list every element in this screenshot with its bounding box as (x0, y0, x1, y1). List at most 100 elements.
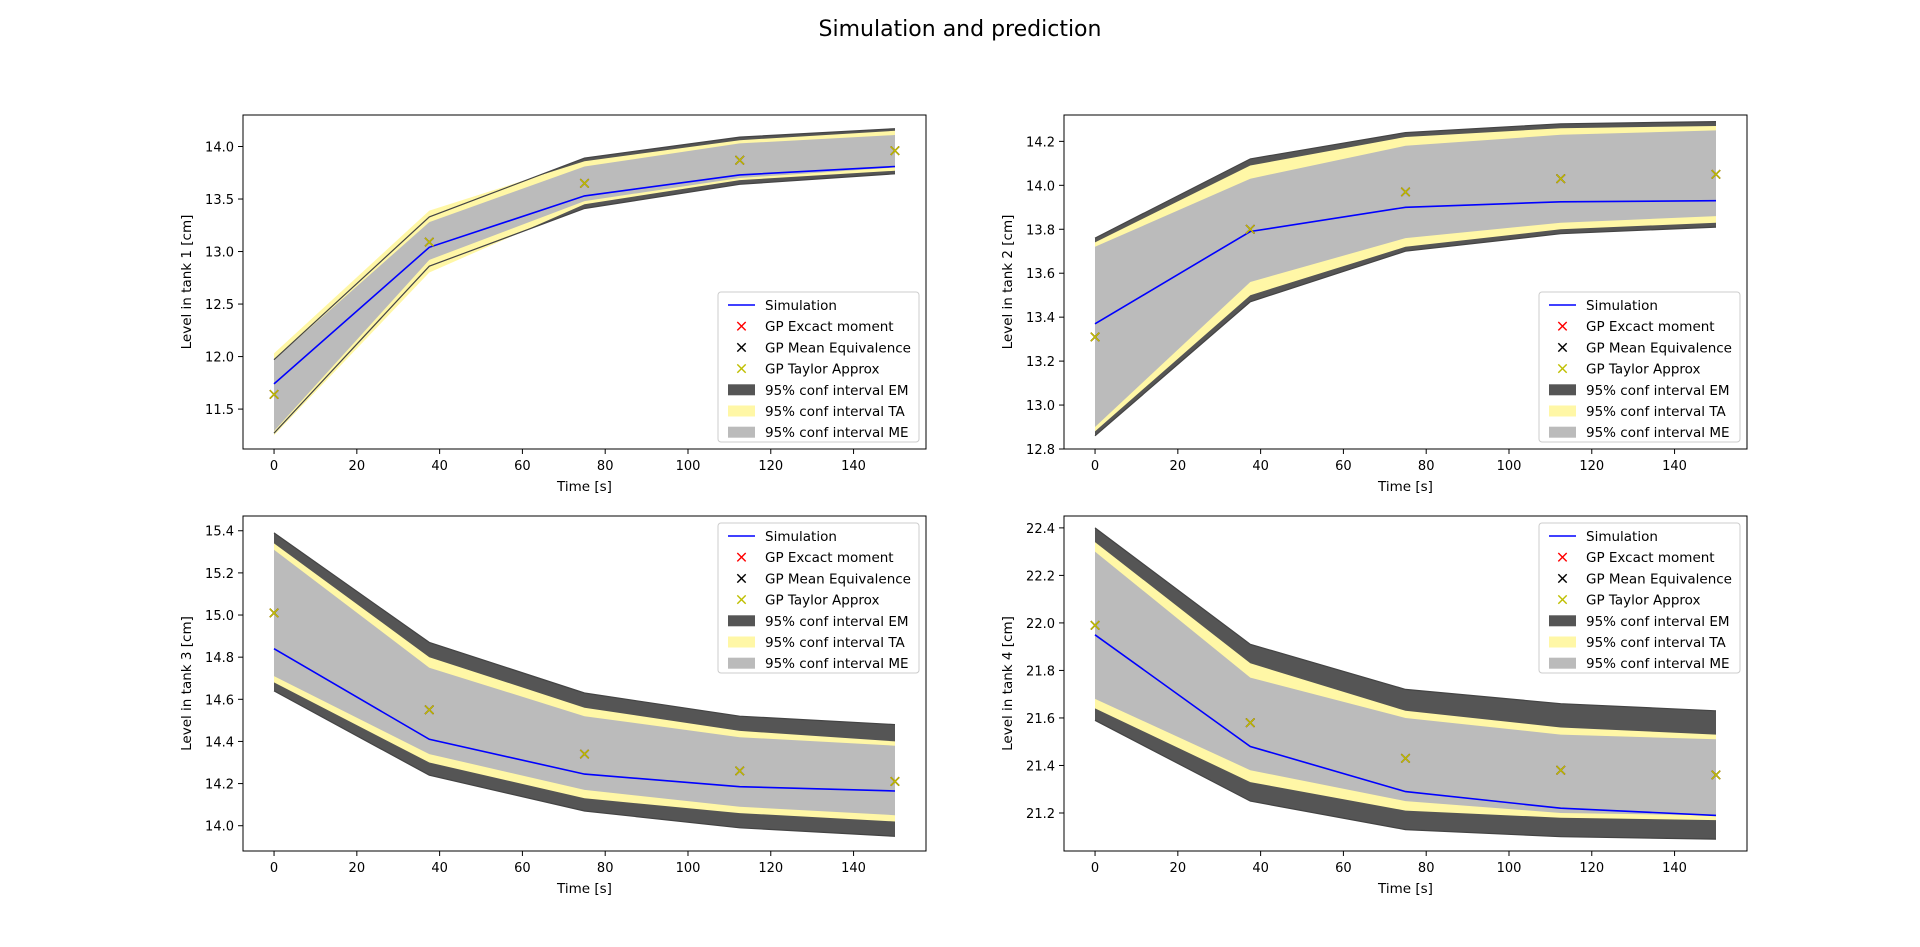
legend-handle-patch (728, 657, 755, 669)
x-tick-label: 60 (514, 459, 531, 474)
band-edge-em-upper (1094, 121, 1717, 239)
y-tick-label: 21.6 (1026, 712, 1055, 727)
legend-label: GP Excact moment (1586, 319, 1715, 335)
y-tick-label: 21.4 (1026, 759, 1055, 774)
y-tick-label: 13.5 (205, 193, 234, 208)
x-tick-label: 40 (1252, 861, 1269, 876)
confidence-band-me (1095, 551, 1716, 816)
marker-stroke (269, 608, 279, 618)
legend-label: GP Taylor Approx (1586, 593, 1700, 609)
legend-label: GP Mean Equivalence (1586, 340, 1732, 356)
legend-handle-patch (728, 405, 755, 417)
x-tick-label: 120 (1579, 861, 1604, 876)
legend-handle-marker (1557, 594, 1568, 605)
x-tick-label: 80 (1418, 861, 1435, 876)
y-tick-label: 14.0 (205, 141, 234, 156)
marker-stroke (1711, 169, 1721, 180)
subplot-tank-3: 0 20 40 60 80 100 120 140 14.0 14.2 14.4 14.6 14.8 15… (179, 515, 927, 897)
axes-frame (1063, 515, 1748, 852)
y-tick-label: 11.5 (205, 403, 234, 418)
legend-label: 95% conf interval EM (765, 614, 909, 630)
y-axis-label: Level in tank 1 [cm] (179, 215, 195, 350)
x-tick-label: 120 (1579, 459, 1604, 474)
marker-taylor-approx (735, 766, 745, 776)
x-tick-label: 100 (676, 861, 701, 876)
legend-item: GP Excact moment (1557, 319, 1715, 335)
y-axis-label: Level in tank 4 [cm] (1000, 616, 1016, 751)
x-tick-label: 140 (841, 861, 866, 876)
legend-item: 95% conf interval TA (728, 404, 906, 420)
legend-label: GP Taylor Approx (765, 362, 879, 378)
x-tick-label: 20 (349, 459, 366, 474)
marker-taylor-approx (424, 237, 434, 247)
y-tick-label: 13.8 (1026, 223, 1055, 238)
legend-handle-marker (736, 342, 747, 353)
marker-taylor-approx (1400, 753, 1411, 764)
y-tick-label: 22.0 (1026, 617, 1055, 632)
legend-item: 95% conf interval ME (728, 425, 909, 441)
y-tick-label: 13.4 (1026, 311, 1055, 326)
marker-stroke (1711, 770, 1721, 780)
legend-item: 95% conf interval EM (1549, 614, 1730, 630)
x-tick-label: 140 (841, 459, 866, 474)
marker-stroke (1245, 718, 1255, 728)
confidence-band-me (274, 135, 895, 432)
marker-stroke (579, 178, 590, 188)
legend-handle-patch (728, 426, 755, 438)
legend-item: GP Mean Equivalence (1557, 571, 1732, 587)
band-edge-em-lower (1094, 226, 1717, 437)
legend-item: 95% conf interval EM (728, 383, 909, 399)
confidence-band-me (274, 549, 895, 816)
marker-taylor-approx (735, 155, 745, 165)
legend-handle-patch (1549, 384, 1576, 396)
legend-handle-patch (728, 384, 755, 396)
legend-box (717, 291, 920, 443)
y-tick-label: 15.4 (205, 525, 234, 540)
x-tick-label: 60 (1335, 459, 1352, 474)
legend-label: 95% conf interval TA (1586, 404, 1727, 420)
x-tick-label: 0 (1091, 459, 1099, 474)
legend-item: GP Excact moment (736, 319, 894, 335)
x-tick-label: 80 (1418, 459, 1435, 474)
legend-handle-marker (1557, 342, 1568, 353)
marker-stroke (1090, 332, 1100, 342)
legend-handle-marker (1557, 573, 1568, 584)
legend-item: GP Taylor Approx (736, 593, 879, 609)
legend-item: GP Mean Equivalence (1557, 340, 1732, 356)
legend-handle-marker (1557, 363, 1568, 374)
legend-label: GP Excact moment (1586, 550, 1715, 566)
marker-taylor-approx (579, 749, 590, 759)
legend-item: GP Excact moment (1557, 550, 1715, 566)
legend-item: Simulation (1549, 529, 1658, 545)
legend-label: GP Excact moment (765, 550, 894, 566)
y-tick-label: 15.2 (205, 567, 234, 582)
marker-taylor-approx (1245, 718, 1255, 728)
legend-item: 95% conf interval EM (1549, 383, 1730, 399)
legend-item: 95% conf interval ME (1549, 656, 1730, 672)
marker-taylor-approx (269, 389, 279, 400)
y-tick-label: 14.8 (205, 651, 234, 666)
legend: Simulation GP Excact moment GP Mean Equiva… (717, 291, 920, 443)
legend-label: GP Mean Equivalence (765, 571, 911, 587)
y-axis-label: Level in tank 3 [cm] (179, 616, 195, 751)
y-tick-label: 22.4 (1026, 522, 1055, 537)
marker-stroke (890, 776, 900, 787)
marker-taylor-approx (1400, 187, 1411, 197)
y-tick-label: 14.2 (1026, 135, 1055, 150)
legend-item: GP Mean Equivalence (736, 340, 911, 356)
marker-stroke (424, 237, 434, 247)
legend-handle-patch (1549, 657, 1576, 669)
x-tick-label: 100 (1497, 459, 1522, 474)
marker-stroke (1556, 174, 1566, 184)
simulation-line (1094, 199, 1717, 325)
x-tick-label: 120 (758, 459, 783, 474)
legend-handle-patch (1549, 636, 1576, 648)
axes-frame (1063, 114, 1748, 450)
legend-handle-patch (1549, 405, 1576, 417)
legend-label: GP Taylor Approx (765, 593, 879, 609)
y-tick-label: 13.2 (1026, 355, 1055, 370)
x-tick-label: 140 (1662, 459, 1687, 474)
x-tick-label: 20 (349, 861, 366, 876)
marker-taylor-approx (1711, 169, 1721, 180)
